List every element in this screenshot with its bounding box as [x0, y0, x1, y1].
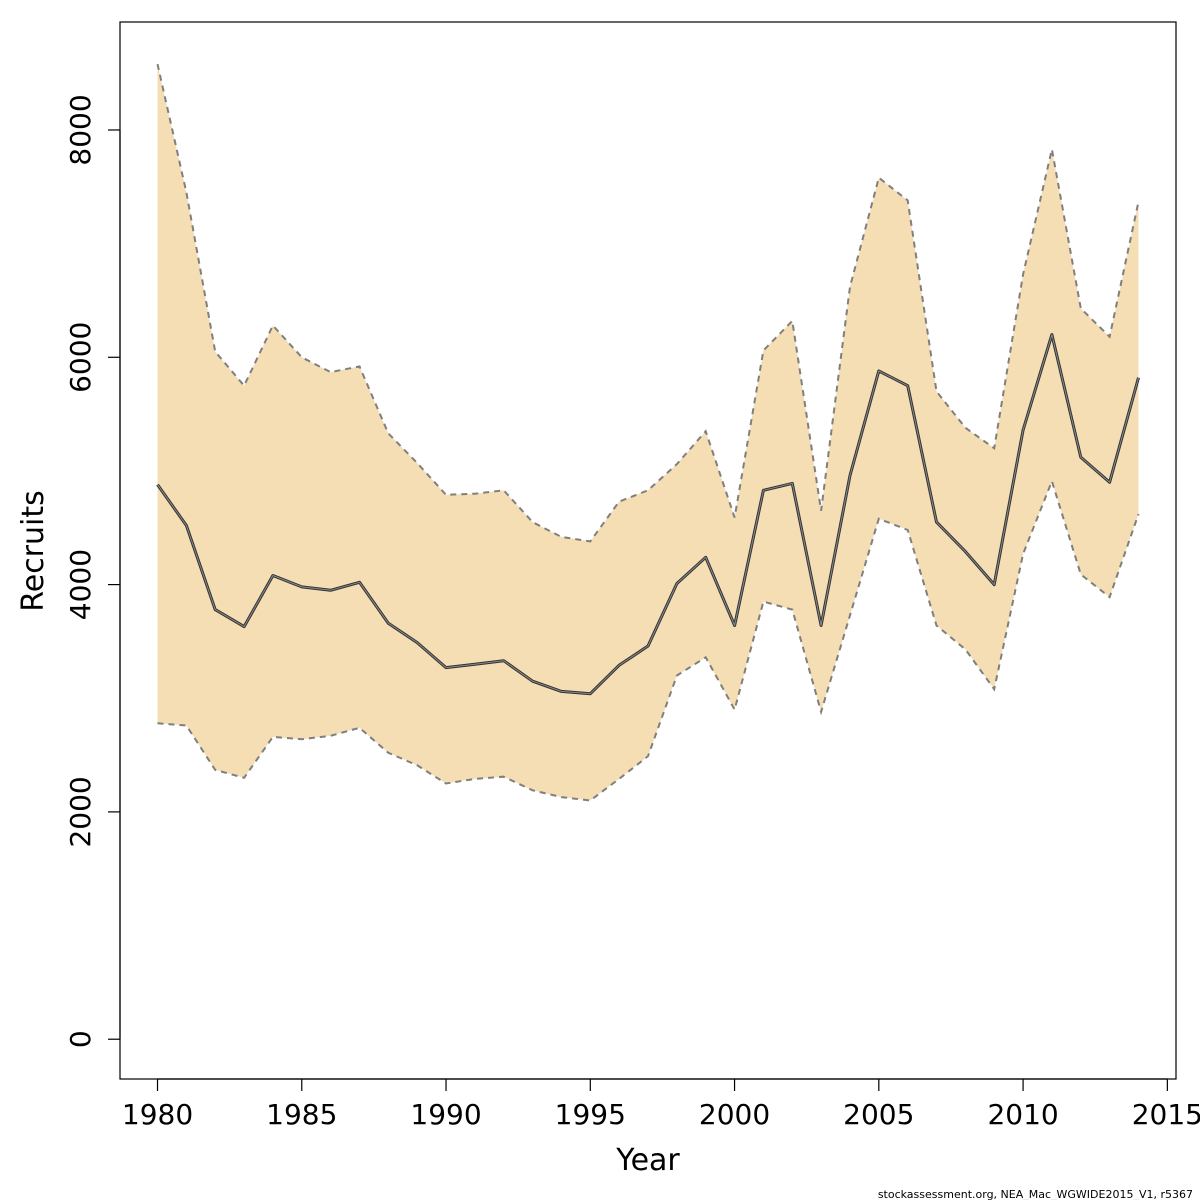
y-axis-title: Recruits: [16, 490, 51, 612]
y-tick-label-2000: 2000: [64, 776, 97, 847]
upper-bound-line: [156, 63, 1140, 543]
footnote: stockassessment.org, NEA_Mac_WGWIDE2015_…: [878, 1188, 1193, 1200]
confidence-band-layer: [156, 63, 1140, 802]
y-tick-label-0: 0: [64, 1030, 97, 1048]
x-axis-title: Year: [615, 1143, 680, 1178]
x-axis: 1980 1985 1990 1995 2000 2005 2010 2015: [122, 1078, 1200, 1131]
estimate-line: [157, 334, 1139, 695]
x-tick-label-1985: 1985: [266, 1098, 337, 1131]
x-tick-label-2010: 2010: [987, 1098, 1058, 1131]
lower-bound-line: [157, 478, 1140, 802]
x-tick-label-2000: 2000: [699, 1098, 770, 1131]
y-tick-label-4000: 4000: [64, 549, 97, 620]
y-axis: 0 2000 4000 6000 8000: [64, 94, 121, 1048]
x-tick-label-2005: 2005: [843, 1098, 914, 1131]
y-tick-label-8000: 8000: [64, 94, 97, 165]
y-tick-label-6000: 6000: [64, 322, 97, 393]
x-tick-label-1995: 1995: [555, 1098, 626, 1131]
estimate-line-layer: [156, 333, 1140, 696]
x-tick-label-1980: 1980: [122, 1098, 193, 1131]
x-tick-label-1990: 1990: [410, 1098, 481, 1131]
x-tick-label-2015: 2015: [1132, 1098, 1200, 1131]
confidence-band: [157, 64, 1139, 801]
